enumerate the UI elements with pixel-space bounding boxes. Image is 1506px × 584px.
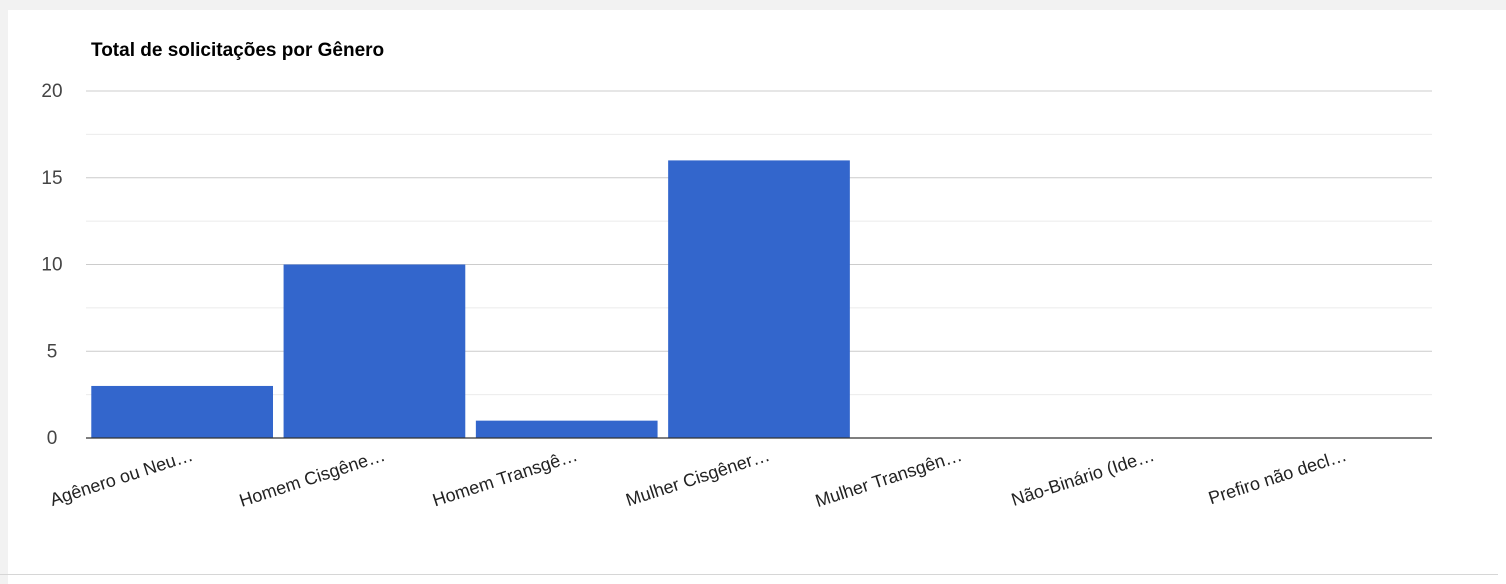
- y-tick-label: 0: [47, 428, 58, 449]
- chart-title: Total de solicitações por Gênero: [91, 40, 384, 61]
- x-axis-labels: Agênero ou Neu… Homem Cisgêne… Homem Trans…: [47, 445, 1349, 511]
- bar[interactable]: [91, 385, 273, 438]
- x-tick-label: Homem Cisgêne…: [237, 445, 388, 511]
- y-tick-label: 10: [41, 255, 62, 276]
- x-tick-label: Agênero ou Neu…: [47, 445, 195, 510]
- bar[interactable]: [668, 160, 850, 438]
- bar[interactable]: [283, 264, 466, 439]
- bar-chart: Total de solicitações por Gênero 0 5 10 15 2…: [41, 40, 1432, 511]
- x-tick-label: Não-Binário (Ide…: [1009, 445, 1157, 510]
- bars: [91, 160, 850, 438]
- y-tick-label: 5: [47, 341, 58, 362]
- y-axis-ticks: 0 5 10 15 20: [41, 81, 62, 449]
- bottom-divider: [0, 574, 1498, 575]
- y-tick-label: 20: [41, 81, 62, 102]
- bar[interactable]: [475, 420, 658, 438]
- x-tick-label: Prefiro não decl…: [1206, 445, 1349, 509]
- x-tick-label: Homem Transgê…: [430, 445, 580, 511]
- x-tick-label: Mulher Cisgêner…: [623, 445, 772, 510]
- y-tick-label: 15: [41, 168, 62, 189]
- x-tick-label: Mulher Transgên…: [813, 445, 965, 511]
- chart-panel: Total de solicitações por Gênero 0 5 10 15 2…: [8, 10, 1506, 584]
